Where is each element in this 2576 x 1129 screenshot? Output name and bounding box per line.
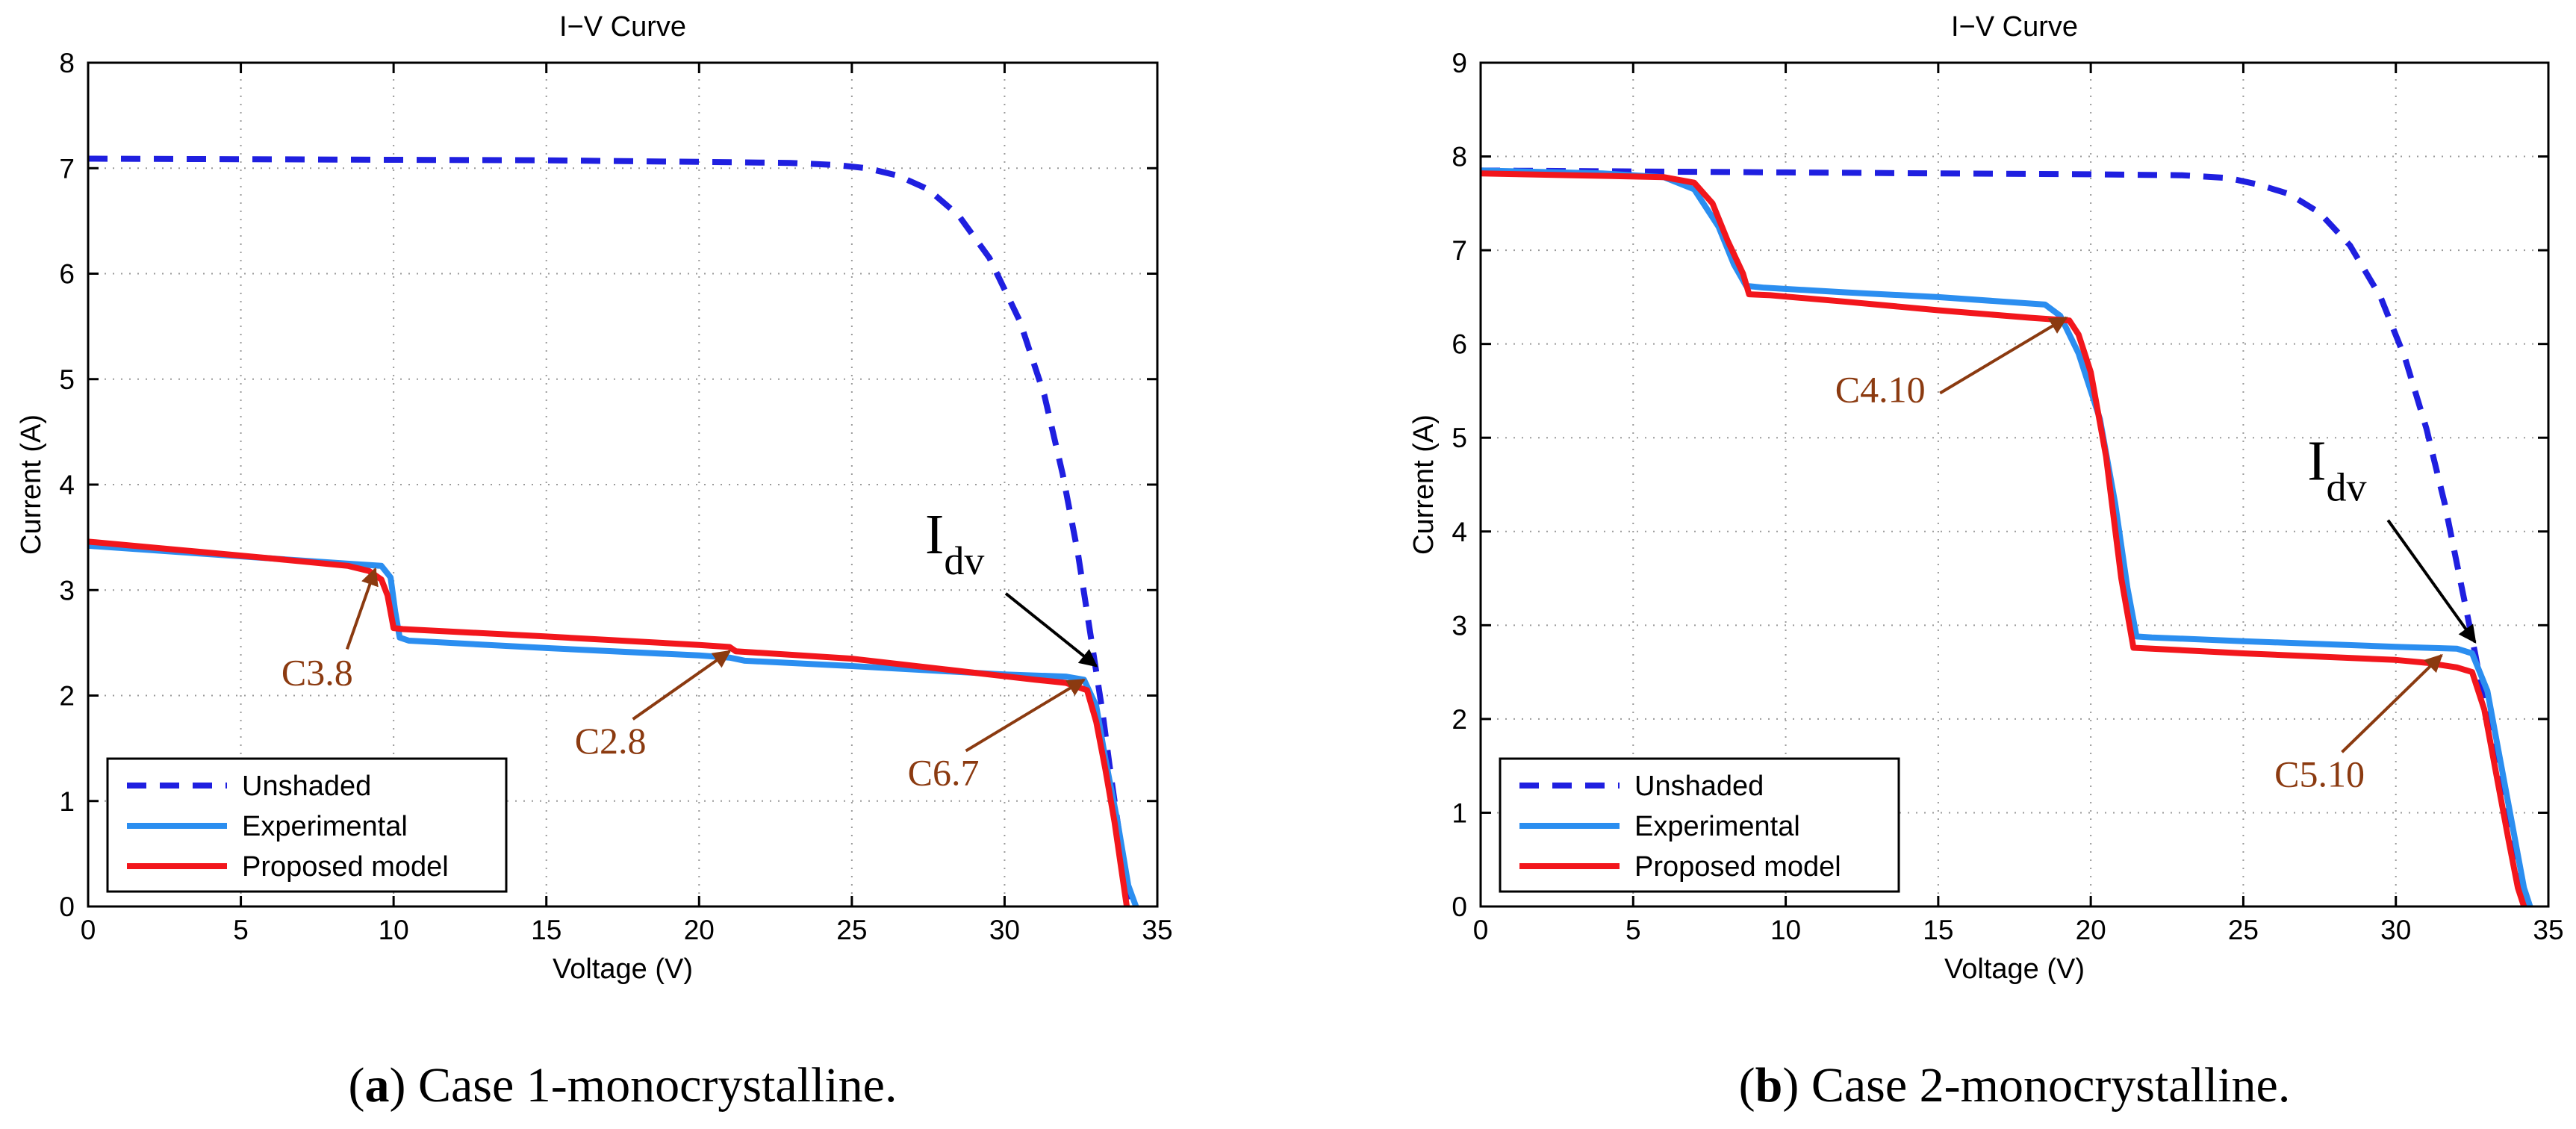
y-tick-label: 9 [1452, 48, 1467, 78]
y-axis-label: Current (A) [1408, 414, 1440, 555]
y-tick-label: 5 [1452, 423, 1467, 453]
x-tick-label: 30 [2380, 915, 2411, 945]
y-tick-label: 2 [1452, 704, 1467, 735]
x-tick-label: 25 [836, 915, 867, 945]
series-group [1481, 167, 2533, 906]
annotation-arrow [965, 678, 1086, 753]
annotation-label: C2.8 [575, 720, 647, 762]
annotation-c2-8: C2.8 [575, 650, 732, 762]
annotation-arrow [632, 650, 732, 721]
x-tick-label: 15 [531, 915, 561, 945]
chart-title: I−V Curve [1951, 11, 2078, 43]
x-tick-label: 15 [1923, 915, 1953, 945]
y-tick-label: 0 [59, 892, 75, 922]
figure-caption: (b) Case 2-monocrystalline. [1739, 1058, 2291, 1113]
x-tick-label: 30 [989, 915, 1020, 945]
y-tick-label: 4 [59, 470, 75, 500]
legend-label: Proposed model [242, 851, 449, 883]
legend-label: Experimental [1634, 811, 1800, 842]
y-tick-label: 5 [59, 364, 75, 395]
caption-label: a [364, 1058, 389, 1113]
x-axis-label: Voltage (V) [553, 954, 693, 985]
x-tick-label: 10 [1770, 915, 1801, 945]
annotation-label: C6.7 [908, 752, 980, 794]
x-tick-label: 35 [1142, 915, 1172, 945]
idv-arrow [2386, 519, 2477, 644]
chart-a: 0 5 10 15 20 25 30 35 0 1 2 3 4 5 6 7 8 I−V Curve Voltag… [16, 11, 1173, 1113]
annotation-c3-8: C3.8 [281, 567, 379, 693]
x-tick-label: 25 [2228, 915, 2259, 945]
x-tick-label: 0 [81, 915, 96, 945]
idv-label: Idv [925, 503, 984, 583]
annotation-arrow [345, 567, 379, 650]
plot-area: 0 5 10 15 20 25 30 35 0 1 2 3 4 5 6 7 8 9 [1452, 48, 2563, 945]
y-tick-label: 8 [59, 48, 75, 78]
chart-title: I−V Curve [559, 11, 686, 43]
y-tick-label: 7 [59, 153, 75, 184]
legend-label: Experimental [242, 811, 408, 842]
x-tick-label: 20 [684, 915, 715, 945]
y-tick-label: 3 [59, 575, 75, 606]
idv-label: Idv [2307, 430, 2366, 510]
axes-frame [1479, 61, 2550, 908]
legend: Unshaded Experimental Proposed model [106, 757, 508, 893]
x-tick-label: 0 [1473, 915, 1489, 945]
y-tick-label: 8 [1452, 142, 1467, 172]
y-tick-label: 2 [59, 681, 75, 712]
annotation-c4-10: C4.10 [1835, 316, 2068, 411]
x-tick-label: 10 [379, 915, 409, 945]
x-tick-label: 35 [2533, 915, 2563, 945]
idv-annotation: Idv [925, 503, 1098, 668]
legend: Unshaded Experimental Proposed model [1499, 757, 1900, 893]
caption-text: Case 1-monocrystalline. [405, 1058, 897, 1113]
annotation-c6-7: C6.7 [908, 678, 1086, 794]
series-proposed-model [1481, 170, 2527, 906]
x-axis-label: Voltage (V) [1944, 954, 2085, 985]
legend-label: Proposed model [1634, 851, 1841, 883]
y-axis-label: Current (A) [16, 414, 47, 555]
annotation-label: C5.10 [2274, 753, 2365, 794]
annotation-label: C3.8 [281, 651, 353, 693]
y-tick-label: 7 [1452, 235, 1467, 266]
x-tick-label: 5 [1625, 915, 1641, 945]
annotation-arrow [1939, 316, 2068, 395]
y-tick-label: 1 [1452, 797, 1467, 828]
legend-label: Unshaded [1634, 771, 1764, 802]
idv-arrow [1004, 592, 1098, 668]
y-tick-label: 4 [1452, 517, 1467, 547]
caption-label: b [1755, 1058, 1783, 1113]
annotation-label: C4.10 [1835, 369, 1926, 411]
chart-b: 0 5 10 15 20 25 30 35 0 1 2 3 4 5 6 7 8 9 I−V Curve Volta… [1408, 11, 2564, 1113]
legend-label: Unshaded [242, 771, 371, 802]
y-tick-label: 3 [1452, 610, 1467, 641]
idv-annotation: Idv [2307, 430, 2477, 644]
figure-caption: (a) Case 1-monocrystalline. [349, 1058, 897, 1113]
series-unshaded [88, 155, 1135, 906]
y-tick-label: 6 [1452, 329, 1467, 360]
annotation-arrow [2341, 653, 2443, 753]
y-tick-label: 6 [59, 259, 75, 290]
y-tick-label: 0 [1452, 892, 1467, 922]
x-tick-label: 5 [233, 915, 249, 945]
x-tick-label: 20 [2076, 915, 2106, 945]
annotation-c5-10: C5.10 [2274, 653, 2443, 794]
caption-text: Case 2-monocrystalline. [1799, 1058, 2290, 1113]
y-tick-label: 1 [59, 786, 75, 817]
